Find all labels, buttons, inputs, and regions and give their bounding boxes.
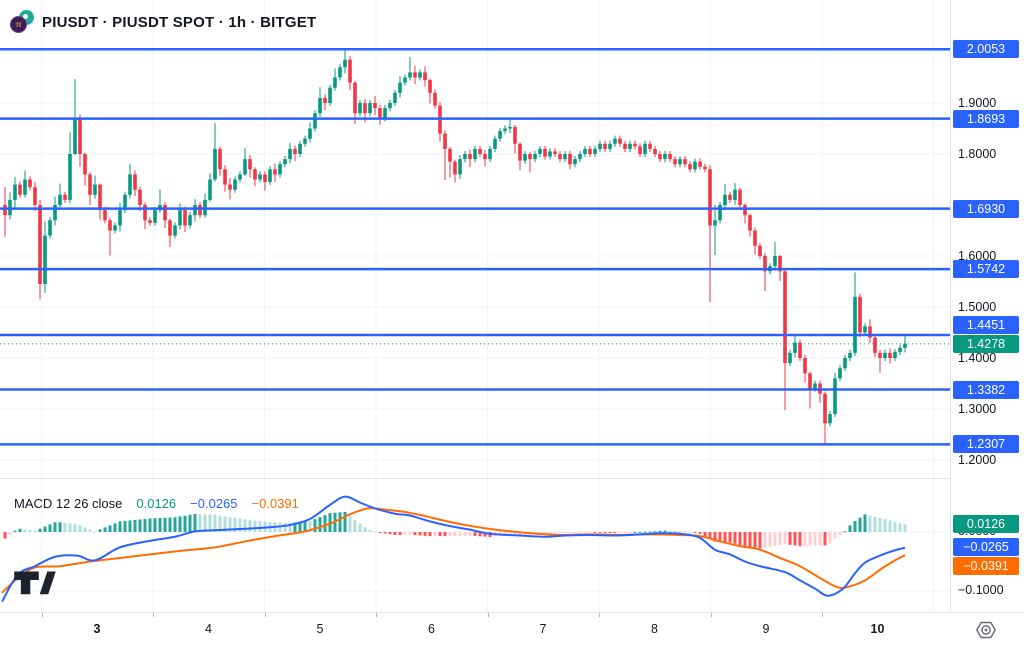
price-tick-label: 1.3000 xyxy=(958,402,997,416)
price-level-badge: 1.3382 xyxy=(953,380,1019,399)
macd-line-value: −0.0265 xyxy=(190,496,238,511)
macd-tick-label: −0.1000 xyxy=(958,583,1004,597)
time-axis-label: 8 xyxy=(651,622,658,636)
price-tick-label: 1.5000 xyxy=(958,300,997,314)
tradingview-logo-icon[interactable] xyxy=(12,564,58,598)
time-axis-tick xyxy=(376,613,377,617)
price-tick-label: 1.8000 xyxy=(958,147,997,161)
pi-coin-icon: π xyxy=(10,10,34,34)
time-axis-label: 7 xyxy=(539,622,547,636)
time-axis-label: 6 xyxy=(428,622,435,636)
price-level-badge: 1.8693 xyxy=(953,109,1019,128)
symbol-title: PIUSDT · PIUSDT SPOT · 1h · BITGET xyxy=(42,13,317,31)
macd-legend: MACD 12 26 close 0.0126 −0.0265 −0.0391 xyxy=(14,496,299,511)
time-axis-label: 10 xyxy=(870,622,885,636)
price-tick-label: 1.9000 xyxy=(958,96,997,110)
price-level-badge: 1.6930 xyxy=(953,199,1019,218)
macd-value-badge: −0.0391 xyxy=(953,556,1019,575)
time-axis-tick xyxy=(264,613,266,617)
macd-signal-value: −0.0391 xyxy=(251,496,299,511)
price-tick-label: 1.6000 xyxy=(958,249,997,263)
time-axis-tick xyxy=(153,613,154,617)
time-axis-tick xyxy=(710,613,712,617)
time-axis-tick xyxy=(599,613,600,617)
time-axis-label: 9 xyxy=(762,622,770,636)
candlestick-chart[interactable] xyxy=(0,0,950,478)
macd-histogram-value: 0.0126 xyxy=(136,496,177,511)
price-tick-label: 1.4000 xyxy=(958,351,997,365)
price-tick-label: 1.2000 xyxy=(958,453,997,467)
price-level-badge: 1.2307 xyxy=(953,435,1019,454)
time-axis-label: 4 xyxy=(205,622,212,636)
price-level-badge: 1.5742 xyxy=(953,260,1019,279)
symbol-legend: π PIUSDT · PIUSDT SPOT · 1h · BITGET xyxy=(10,10,316,34)
price-axis[interactable]: 1.9000 1.8000 1.6000 1.5000 1.4000 1.3000 1.20… xyxy=(950,0,1024,612)
price-level-badge: 1.4451 xyxy=(953,315,1019,334)
hexagon-eye-icon[interactable] xyxy=(974,618,998,642)
time-axis-tick xyxy=(41,613,43,617)
current-price-badge: 1.4278 xyxy=(953,334,1019,353)
time-axis-label: 3 xyxy=(93,622,101,636)
time-axis-tick xyxy=(822,613,823,617)
macd-chart[interactable] xyxy=(0,479,950,612)
time-axis-label: 5 xyxy=(316,622,324,636)
price-chart-pane[interactable]: π PIUSDT · PIUSDT SPOT · 1h · BITGET xyxy=(0,0,950,478)
macd-value-badge: −0.0265 xyxy=(953,537,1019,556)
macd-value-badge: 0.0126 xyxy=(953,514,1019,533)
macd-indicator-pane[interactable]: MACD 12 26 close 0.0126 −0.0265 −0.0391 xyxy=(0,478,950,613)
time-axis[interactable]: 3 4 5 6 7 8 9 10 xyxy=(0,612,1024,649)
macd-legend-title: MACD 12 26 close xyxy=(14,496,123,511)
time-axis-tick xyxy=(487,613,489,617)
price-level-badge: 2.0053 xyxy=(953,40,1019,59)
